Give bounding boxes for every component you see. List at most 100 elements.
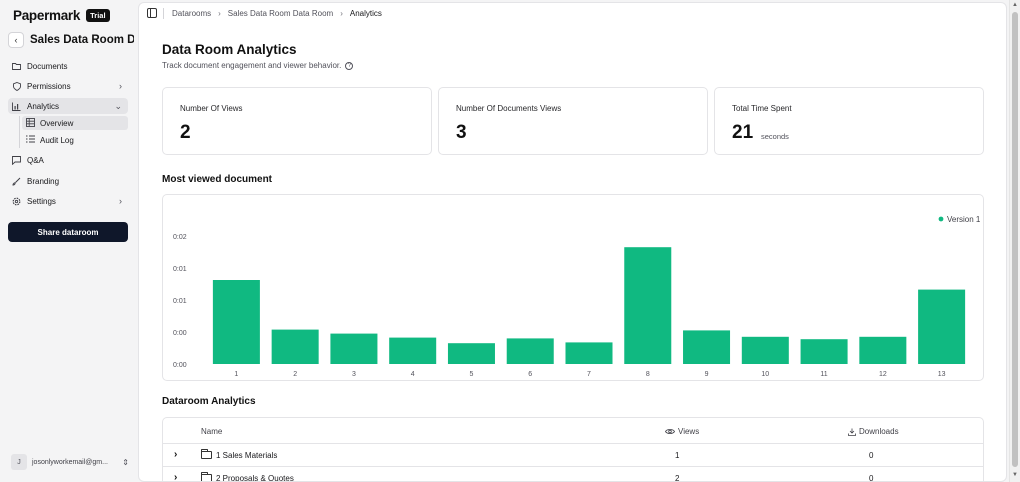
stat-label: Number Of Views xyxy=(180,104,243,113)
message-icon xyxy=(12,155,21,165)
chart-bar xyxy=(624,247,672,364)
y-tick-label: 0:01 xyxy=(173,266,187,273)
breadcrumb-datarooms[interactable]: Datarooms xyxy=(172,9,212,18)
x-tick-label: 10 xyxy=(761,371,769,378)
submenu-rail xyxy=(19,116,20,148)
x-tick-label: 12 xyxy=(879,371,887,378)
page-subtitle: Track document engagement and viewer beh… xyxy=(162,61,354,70)
sidebar-item-label: Analytics xyxy=(27,101,60,111)
sidebar-item-permissions[interactable]: Permissions › xyxy=(8,78,128,94)
stat-value: 21 xyxy=(732,122,754,143)
chart-bar xyxy=(800,339,848,364)
column-header-views[interactable]: Views xyxy=(665,427,699,436)
dataroom-title: Sales Data Room Data xyxy=(30,34,134,46)
x-tick-label: 9 xyxy=(705,371,709,378)
folder-icon xyxy=(12,62,21,71)
bar-chart: 0:00 0:00 0:01 0:01 0:02 1 2 3 4 5 6 7 8 9 10 11 12 13 Ver… xyxy=(162,194,984,381)
topbar: Datarooms › Sales Data Room Data Room › … xyxy=(139,3,1006,25)
sidebar-subitem-label: Audit Log xyxy=(40,135,74,145)
bar-chart-icon xyxy=(12,102,21,111)
trial-badge: Trial xyxy=(86,9,110,22)
help-icon[interactable]: ? xyxy=(345,61,354,70)
chart-bar xyxy=(447,343,495,364)
x-tick-label: 4 xyxy=(411,371,415,378)
sidebar-item-analytics[interactable]: Analytics ⌄ xyxy=(8,98,128,114)
chart-bar xyxy=(741,336,789,364)
gear-icon xyxy=(12,197,21,206)
download-icon xyxy=(848,428,856,436)
table-header: Name Views Downloads xyxy=(163,418,983,444)
chart-bar xyxy=(271,329,319,364)
x-tick-label: 1 xyxy=(234,371,238,378)
legend-label: Version 1 xyxy=(947,215,981,224)
chart-bar xyxy=(565,342,613,364)
chart-bar xyxy=(506,338,554,364)
stat-card-documents-views: Number Of Documents Views 3 xyxy=(438,87,708,155)
chart-bar xyxy=(212,280,260,364)
chevron-left-icon: ‹ xyxy=(14,35,18,45)
sidebar-subitem-audit-log[interactable]: Audit Log xyxy=(22,133,128,147)
chevron-right-icon: › xyxy=(119,196,122,206)
chart-bar xyxy=(683,330,731,364)
column-header-downloads[interactable]: Downloads xyxy=(848,427,899,436)
page-subtitle-text: Track document engagement and viewer beh… xyxy=(162,61,342,70)
sidebar: Papermark Trial ‹ Sales Data Room Data D… xyxy=(0,0,138,482)
breadcrumb-dataroom[interactable]: Sales Data Room Data Room xyxy=(227,9,334,18)
y-tick-label: 0:02 xyxy=(173,234,187,241)
table-icon xyxy=(26,117,35,129)
row-downloads: 0 xyxy=(869,451,874,460)
eye-icon xyxy=(665,429,675,434)
x-tick-label: 11 xyxy=(820,371,827,378)
user-menu[interactable]: J josonlyworkemail@gm... ⇕ xyxy=(11,453,129,471)
row-downloads: 0 xyxy=(869,474,874,482)
chevron-right-icon: › xyxy=(340,9,343,18)
row-name: 2 Proposals & Quotes xyxy=(216,474,294,482)
scroll-down-arrow-icon[interactable]: ▼ xyxy=(1012,472,1018,478)
chevron-right-icon: › xyxy=(119,81,122,91)
scrollbar-thumb[interactable] xyxy=(1012,12,1018,467)
folder-icon xyxy=(201,472,212,481)
user-email: josonlyworkemail@gm... xyxy=(32,458,108,466)
legend-marker xyxy=(938,216,944,222)
row-views: 2 xyxy=(675,474,680,482)
share-dataroom-button[interactable]: Share dataroom xyxy=(8,222,128,242)
column-header-name[interactable]: Name xyxy=(201,427,223,436)
chart-bar xyxy=(859,336,907,364)
sidebar-item-branding[interactable]: Branding xyxy=(8,173,128,189)
sidebar-toggle-icon[interactable] xyxy=(147,8,157,18)
sidebar-item-settings[interactable]: Settings › xyxy=(8,193,128,209)
x-tick-label: 8 xyxy=(646,371,650,378)
sidebar-item-label: Q&A xyxy=(27,155,44,165)
sidebar-item-label: Documents xyxy=(27,61,68,71)
scroll-up-arrow-icon[interactable]: ▲ xyxy=(1012,2,1018,8)
row-name: 1 Sales Materials xyxy=(216,451,278,460)
brand-logo: Papermark xyxy=(13,8,81,23)
x-tick-label: 7 xyxy=(587,371,591,378)
expand-chevron-icon[interactable]: › xyxy=(174,472,178,482)
sidebar-item-label: Settings xyxy=(27,196,56,206)
page-scrollbar[interactable]: ▲ ▼ xyxy=(1009,0,1020,482)
table-row[interactable]: › 2 Proposals & Quotes 2 0 xyxy=(163,467,983,482)
breadcrumb: Datarooms › Sales Data Room Data Room › … xyxy=(172,9,382,18)
sidebar-item-qa[interactable]: Q&A xyxy=(8,152,128,168)
stat-card-time-spent: Total Time Spent 21 seconds xyxy=(714,87,984,155)
y-tick-label: 0:01 xyxy=(173,298,187,305)
stat-card-views: Number Of Views 2 xyxy=(162,87,432,155)
table-row[interactable]: › 1 Sales Materials 1 0 xyxy=(163,444,983,467)
stat-label: Total Time Spent xyxy=(732,104,792,113)
y-tick-label: 0:00 xyxy=(173,330,187,337)
chevron-up-down-icon: ⇕ xyxy=(122,457,129,467)
sidebar-item-label: Branding xyxy=(27,176,60,186)
back-button[interactable]: ‹ xyxy=(8,32,24,48)
y-tick-label: 0:00 xyxy=(173,362,187,369)
brand[interactable]: Papermark Trial xyxy=(13,8,110,23)
page-title: Data Room Analytics xyxy=(162,42,297,57)
chevron-down-icon: ⌄ xyxy=(114,100,122,111)
sidebar-subitem-label: Overview xyxy=(40,118,74,128)
breadcrumb-current: Analytics xyxy=(349,9,382,18)
sidebar-subitem-overview[interactable]: Overview xyxy=(22,116,128,130)
expand-chevron-icon[interactable]: › xyxy=(174,449,178,460)
list-icon xyxy=(26,135,35,145)
sidebar-item-documents[interactable]: Documents xyxy=(8,58,128,74)
chart-bar xyxy=(389,337,437,364)
